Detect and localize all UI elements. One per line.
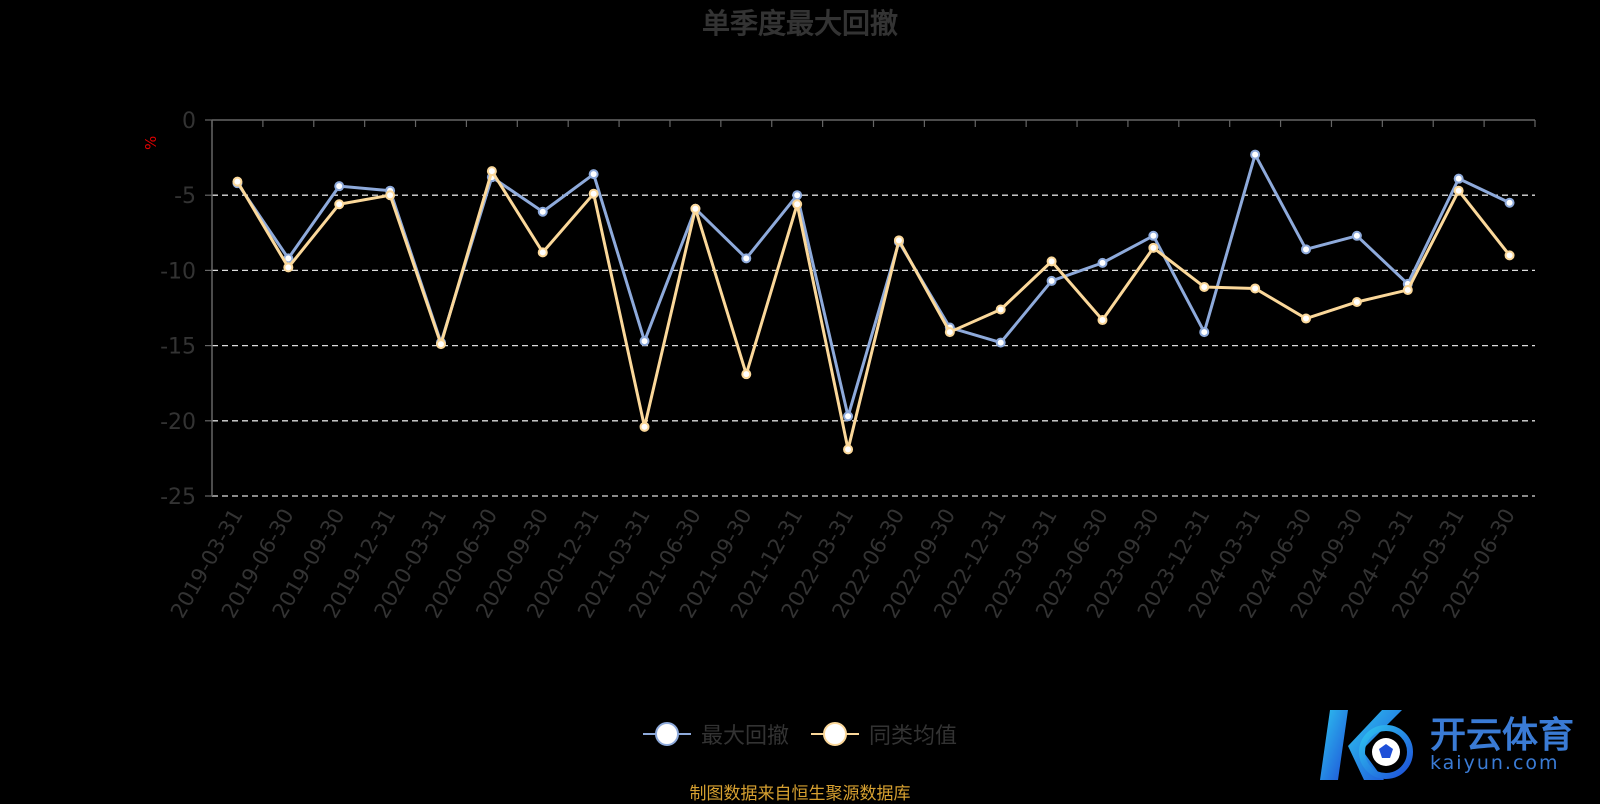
data-point [741,369,752,380]
legend-marker-peer-average [811,722,859,746]
data-point [893,235,904,246]
series-line-max-drawdown [236,153,1511,418]
data-point [792,199,803,210]
data-point [1097,315,1108,326]
data-point [1301,244,1312,255]
brand-logo-icon [1320,710,1413,780]
y-tick-label: -5 [174,184,196,209]
brand-name: 开云体育 [1430,715,1575,756]
brand-watermark: 开云体育 kaiyun.com [1312,700,1592,790]
data-point [944,327,955,338]
y-tick-label: -15 [160,335,196,360]
legend-label-peer-average: 同类均值 [869,724,958,749]
data-point [334,199,345,210]
y-tick-label: -20 [160,410,196,435]
data-point [1301,313,1312,324]
data-point [588,169,599,180]
data-point [385,190,396,201]
data-point [1148,230,1159,241]
data-point [435,339,446,350]
data-point [1250,149,1261,160]
data-point [232,176,243,187]
data-point [588,188,599,199]
data-point [1402,284,1413,295]
data-point [283,262,294,273]
data-point [1199,327,1210,338]
data-point [690,203,701,214]
data-point [1148,242,1159,253]
legend-marker-max-drawdown [642,722,691,746]
y-tick-label: -10 [160,259,196,284]
data-point [1351,230,1362,241]
data-point [1453,173,1464,184]
data-point [792,190,803,201]
data-point [1199,281,1210,292]
data-point [995,337,1006,348]
data-point [1504,250,1515,261]
data-point [1453,185,1464,196]
data-point [1097,257,1108,268]
data-point [639,421,650,432]
y-tick-label: 0 [182,109,196,134]
data-point [1046,275,1057,286]
data-point [486,166,497,177]
data-point [537,206,548,217]
y-tick-label: -25 [160,485,196,510]
legend-label-max-drawdown: 最大回撤 [700,724,789,749]
data-point [1504,197,1515,208]
chart-title: 单季度最大回撤 [701,7,898,40]
data-point [537,247,548,258]
data-point [741,253,752,264]
data-source-note: 制图数据来自恒生聚源数据库 [689,784,911,804]
legend-item-max-drawdown[interactable]: 最大回撤 [642,718,789,750]
legend-item-peer-average[interactable]: 同类均值 [811,718,957,750]
data-point [334,181,345,192]
legend: 最大回撤 同类均值 [0,718,1600,750]
data-point [1351,296,1362,307]
data-point [1250,283,1261,294]
series-line-peer-average [236,169,1511,451]
data-point [639,336,650,347]
data-point [995,304,1006,315]
data-point [1046,256,1057,267]
brand-domain: kaiyun.com [1430,752,1560,774]
data-point [843,444,854,455]
data-point [843,411,854,422]
